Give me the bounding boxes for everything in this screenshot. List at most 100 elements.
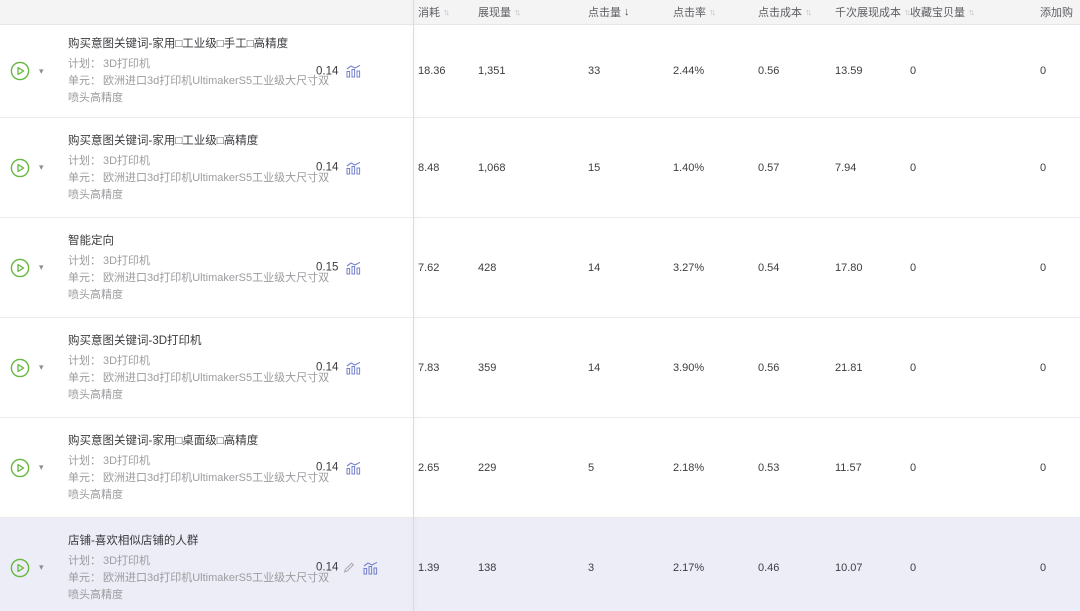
bid-value[interactable]: 0.14 (316, 461, 339, 474)
metric-cells: 2.65 229 5 2.18% 0.53 11.57 0 0 (413, 418, 1080, 517)
column-header-label: 点击率 (673, 7, 706, 19)
campaign-info: 购买意图关键词-家用□桌面级□高精度 计划： 3D打印机 单元： 欧洲进口3d打印机… (68, 432, 330, 504)
play-status-icon[interactable] (10, 258, 30, 278)
column-header-impressions[interactable]: 展现量 ↑↓ (473, 0, 583, 24)
plan-value: 3D打印机 (103, 254, 151, 267)
metric-favorites: 0 (910, 65, 917, 77)
sort-icon[interactable]: ↑↓ (968, 6, 975, 17)
campaign-title[interactable]: 购买意图关键词-家用□桌面级□高精度 (68, 434, 259, 447)
row-status-controls: ▾ (10, 558, 44, 578)
campaign-title[interactable]: 智能定向 (68, 234, 114, 247)
play-status-icon[interactable] (10, 158, 30, 178)
metric-addcart: 0 (1040, 261, 1047, 274)
row-status-controls: ▾ (10, 258, 44, 278)
bid-cell: 0.14 (316, 361, 361, 374)
bar-chart-trend-icon[interactable] (346, 64, 361, 78)
campaign-cell: ▾ 购买意图关键词-家用□工业级□高精度 计划： 3D打印机 单元： 欧洲进口3d打… (0, 118, 413, 217)
campaign-cell: ▾ 店铺-喜欢相似店铺的人群 计划： 3D打印机 单元： 欧洲进口3d打印机Ulti… (0, 518, 413, 611)
column-header-addcart[interactable]: 添加购 (1035, 0, 1080, 24)
metric-favorites: 0 (910, 461, 917, 474)
metric-cpm: 11.57 (835, 461, 862, 474)
plan-value: 3D打印机 (103, 454, 151, 467)
unit-label: 单元： (68, 371, 101, 384)
metric-ctr: 1.40% (673, 161, 705, 174)
bid-value[interactable]: 0.14 (316, 161, 339, 174)
unit-line: 单元： 欧洲进口3d打印机UltimakerS5工业级大尺寸双喷头高精度 (68, 73, 330, 107)
bid-value[interactable]: 0.14 (316, 561, 339, 574)
bid-cell: 0.14 (316, 64, 361, 78)
sort-icon[interactable]: ↓ (624, 5, 630, 18)
bar-chart-trend-icon[interactable] (346, 161, 361, 174)
play-status-icon[interactable] (10, 61, 30, 81)
play-status-icon[interactable] (10, 458, 30, 478)
metric-cells: 8.48 1,068 15 1.40% 0.57 7.94 0 0 (413, 118, 1080, 217)
column-header-favorites[interactable]: 收藏宝贝量 ↑↓ (905, 0, 1035, 24)
plan-line: 计划： 3D打印机 (68, 553, 330, 570)
bar-chart-trend-icon[interactable] (346, 261, 361, 274)
campaign-title[interactable]: 购买意图关键词-家用□工业级□手工□高精度 (68, 38, 289, 50)
campaign-title[interactable]: 购买意图关键词-3D打印机 (68, 334, 202, 347)
bid-cell: 0.14 (316, 561, 378, 574)
caret-down-icon[interactable]: ▾ (39, 462, 44, 472)
campaign-title[interactable]: 店铺-喜欢相似店铺的人群 (68, 534, 199, 547)
table-row: ▾ 购买意图关键词-家用□工业级□高精度 计划： 3D打印机 单元： 欧洲进口3d打… (0, 118, 1080, 218)
caret-down-icon[interactable]: ▾ (39, 162, 44, 172)
metric-cpm: 21.81 (835, 361, 863, 374)
bid-value[interactable]: 0.14 (316, 65, 339, 77)
unit-value: 欧洲进口3d打印机UltimakerS5工业级大尺寸双喷头高精度 (68, 371, 330, 401)
row-status-controls: ▾ (10, 358, 44, 378)
bar-chart-trend-icon[interactable] (346, 461, 361, 474)
row-status-controls: ▾ (10, 61, 44, 81)
column-header-ctr[interactable]: 点击率 ↑↓ (668, 0, 753, 24)
unit-label: 单元： (68, 75, 101, 87)
plan-line: 计划： 3D打印机 (68, 153, 330, 170)
caret-down-icon[interactable]: ▾ (39, 562, 44, 572)
table-header-row: 消耗 ↑↓ 展现量 ↑↓ 点击量 ↓ 点击率 ↑↓ 点击成本 ↑↓ 千次展现成本… (0, 0, 1080, 25)
campaign-info: 智能定向 计划： 3D打印机 单元： 欧洲进口3d打印机UltimakerS5工业级… (68, 232, 330, 304)
unit-value: 欧洲进口3d打印机UltimakerS5工业级大尺寸双喷头高精度 (68, 75, 330, 104)
campaign-cell: ▾ 智能定向 计划： 3D打印机 单元： 欧洲进口3d打印机UltimakerS5工… (0, 218, 413, 317)
metric-cpc: 0.56 (758, 65, 780, 77)
metric-impressions: 1,351 (478, 65, 506, 77)
column-header-clicks[interactable]: 点击量 ↓ (583, 0, 668, 24)
row-status-controls: ▾ (10, 158, 44, 178)
sort-icon[interactable]: ↑↓ (805, 6, 812, 17)
column-header-label: 展现量 (478, 7, 511, 19)
bar-chart-trend-icon[interactable] (346, 361, 361, 374)
caret-down-icon[interactable]: ▾ (39, 262, 44, 272)
column-header-label: 收藏宝贝量 (910, 7, 965, 19)
edit-pencil-icon[interactable] (343, 562, 355, 574)
unit-value: 欧洲进口3d打印机UltimakerS5工业级大尺寸双喷头高精度 (68, 471, 330, 501)
plan-label: 计划： (68, 354, 101, 367)
campaign-info: 购买意图关键词-家用□工业级□高精度 计划： 3D打印机 单元： 欧洲进口3d打印机… (68, 132, 330, 204)
campaign-title[interactable]: 购买意图关键词-家用□工业级□高精度 (68, 134, 259, 147)
column-header-cpm[interactable]: 千次展现成本 ↑↓ (830, 0, 911, 24)
caret-down-icon[interactable]: ▾ (39, 65, 44, 76)
bid-value[interactable]: 0.14 (316, 361, 339, 374)
metric-clicks: 33 (588, 65, 601, 77)
metric-impressions: 1,068 (478, 161, 506, 174)
metric-favorites: 0 (910, 361, 917, 374)
campaign-info: 购买意图关键词-家用□工业级□手工□高精度 计划： 3D打印机 单元： 欧洲进口3d… (68, 35, 330, 107)
bid-value[interactable]: 0.15 (316, 261, 339, 274)
sort-icon[interactable]: ↑↓ (709, 6, 716, 17)
campaign-cell: ▾ 购买意图关键词-家用□桌面级□高精度 计划： 3D打印机 单元： 欧洲进口3d打… (0, 418, 413, 517)
plan-line: 计划： 3D打印机 (68, 453, 330, 470)
metric-consume: 8.48 (418, 161, 440, 174)
metric-addcart: 0 (1040, 161, 1047, 174)
caret-down-icon[interactable]: ▾ (39, 362, 44, 372)
column-header-consume[interactable]: 消耗 ↑↓ (413, 0, 473, 24)
metric-cells: 18.36 1,351 33 2.44% 0.56 13.59 0 0 (413, 25, 1080, 117)
metric-cpc: 0.46 (758, 561, 780, 574)
column-header-label: 点击成本 (758, 7, 802, 19)
play-status-icon[interactable] (10, 358, 30, 378)
sort-icon[interactable]: ↑↓ (443, 6, 450, 17)
bar-chart-trend-icon[interactable] (363, 561, 378, 574)
sort-icon[interactable]: ↑↓ (904, 6, 911, 17)
plan-label: 计划： (68, 554, 101, 567)
unit-label: 单元： (68, 571, 101, 584)
sort-icon[interactable]: ↑↓ (514, 6, 521, 17)
metric-consume: 2.65 (418, 461, 440, 474)
play-status-icon[interactable] (10, 558, 30, 578)
column-header-cpc[interactable]: 点击成本 ↑↓ (753, 0, 830, 24)
